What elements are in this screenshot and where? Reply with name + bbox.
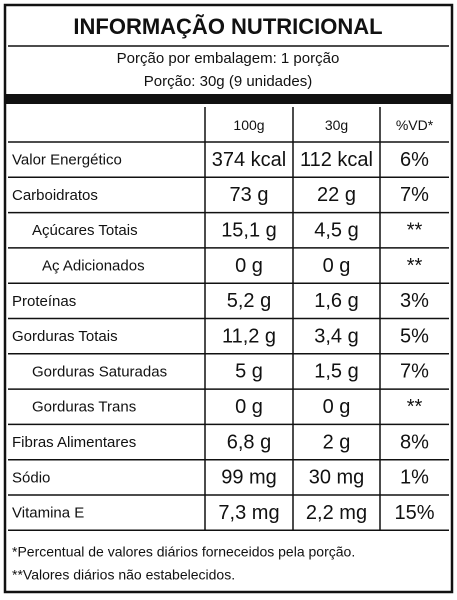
- footnote: **Valores diários não estabelecidos.: [12, 567, 235, 583]
- nutrient-value: 5 g: [235, 361, 263, 383]
- nutrient-label: Aç Adicionados: [42, 258, 145, 275]
- nutrient-value: 0 g: [323, 396, 351, 418]
- nutrient-value: **: [407, 220, 423, 242]
- nutrient-value: 22 g: [317, 184, 356, 206]
- nutrient-value: 0 g: [235, 396, 263, 418]
- nutrient-value: **: [407, 396, 423, 418]
- nutrient-value: 3%: [400, 290, 429, 312]
- nutrient-value: 1%: [400, 467, 429, 489]
- servings-per-package: Porção por embalagem: 1 porção: [117, 50, 340, 67]
- nutrient-label: Sódio: [12, 469, 50, 486]
- nutrient-value: 8%: [400, 431, 429, 453]
- nutrient-label: Gorduras Totais: [12, 328, 118, 345]
- nutrient-value: 7%: [400, 361, 429, 383]
- nutrient-value: 5,2 g: [227, 290, 271, 312]
- nutrient-label: Vitamina E: [12, 505, 84, 522]
- nutrient-value: 7%: [400, 184, 429, 206]
- nutrient-value: 15,1 g: [221, 220, 277, 242]
- nutrient-value: **: [407, 255, 423, 277]
- column-header: 100g: [233, 117, 264, 133]
- nutrient-value: 5%: [400, 325, 429, 347]
- footnote: *Percentual de valores diários forneceid…: [12, 544, 355, 560]
- nutrient-value: 374 kcal: [212, 149, 287, 171]
- nutrient-value: 73 g: [230, 184, 269, 206]
- nutrient-value: 7,3 mg: [218, 502, 279, 524]
- nutrient-label: Gorduras Saturadas: [32, 363, 167, 380]
- nutrient-label: Gorduras Trans: [32, 399, 136, 416]
- nutrient-value: 6%: [400, 149, 429, 171]
- nutrient-value: 0 g: [235, 255, 263, 277]
- nutrient-value: 0 g: [323, 255, 351, 277]
- nutrient-value: 4,5 g: [314, 220, 358, 242]
- nutrient-value: 1,5 g: [314, 361, 358, 383]
- column-header: %VD*: [396, 117, 434, 133]
- nutrient-value: 2,2 mg: [306, 502, 367, 524]
- nutrient-label: Fibras Alimentares: [12, 434, 136, 451]
- nutrient-value: 112 kcal: [300, 149, 373, 171]
- nutrient-value: 30 mg: [309, 467, 365, 489]
- nutrient-label: Proteínas: [12, 293, 76, 310]
- nutrient-label: Açúcares Totais: [32, 222, 138, 239]
- title: INFORMAÇÃO NUTRICIONAL: [73, 14, 382, 39]
- nutrient-label: Carboidratos: [12, 187, 98, 204]
- column-header: 30g: [325, 117, 348, 133]
- serving-size: Porção: 30g (9 unidades): [144, 73, 312, 90]
- nutrient-value: 15%: [394, 502, 434, 524]
- nutrient-value: 11,2 g: [222, 325, 276, 347]
- nutrient-value: 6,8 g: [227, 431, 271, 453]
- nutrient-value: 3,4 g: [314, 325, 358, 347]
- nutrient-value: 1,6 g: [314, 290, 358, 312]
- nutrient-label: Valor Energético: [12, 152, 122, 169]
- thick-rule: [6, 94, 451, 104]
- nutrient-value: 2 g: [323, 431, 351, 453]
- nutrient-value: 99 mg: [221, 467, 277, 489]
